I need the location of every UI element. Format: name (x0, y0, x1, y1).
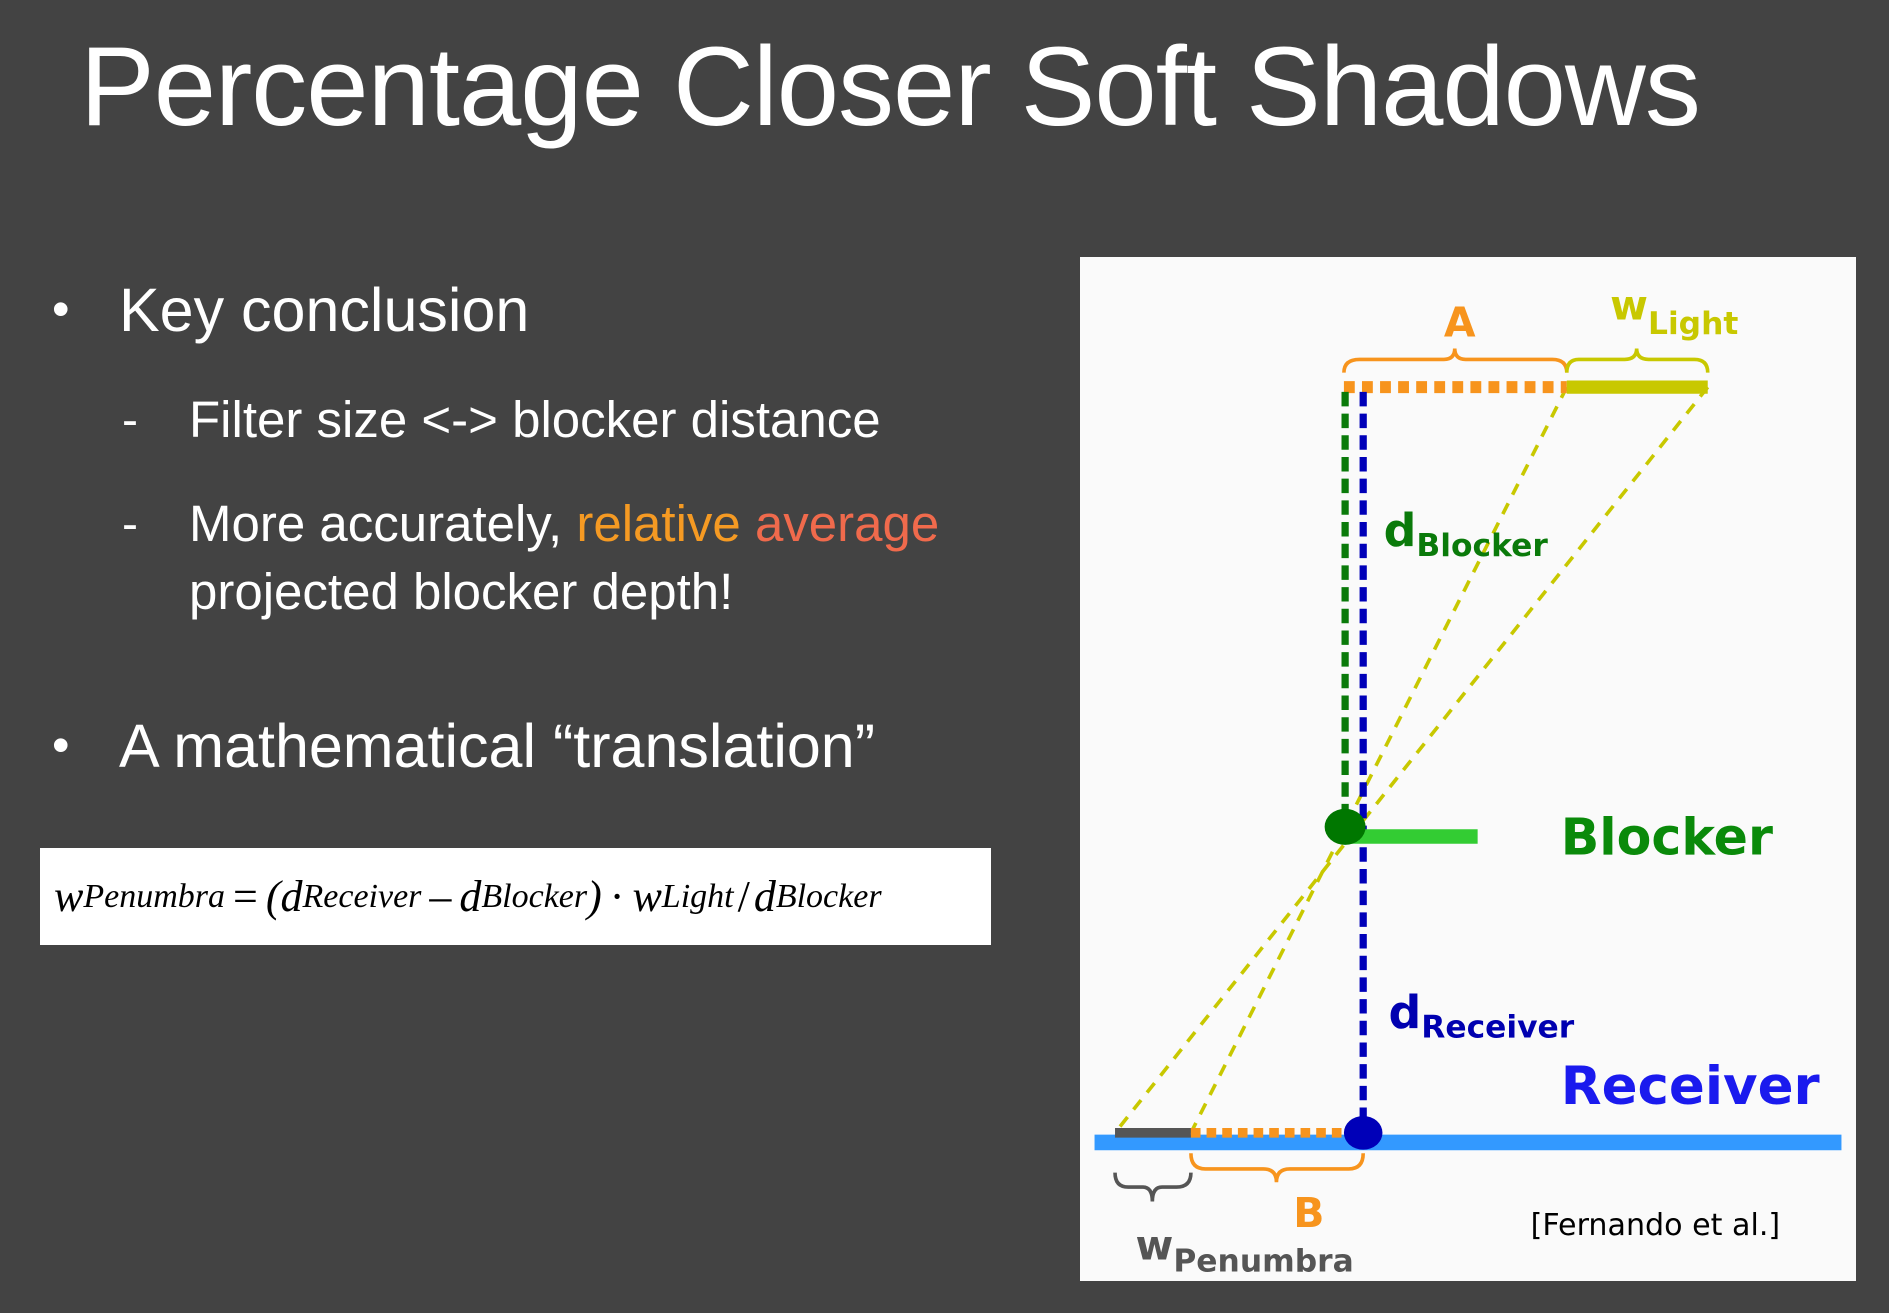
formula-sub: Receiver (302, 877, 422, 915)
citation: [Fernando et al.] (1531, 1208, 1781, 1243)
formula-dot: · (609, 872, 625, 921)
label-b: B (1293, 1189, 1324, 1237)
bullet-translation: A mathematical “translation” (119, 712, 876, 780)
formula-d: (d (265, 872, 303, 921)
formula-d: d (753, 872, 776, 921)
formula-paren: ) (587, 872, 602, 921)
brace-w-light (1564, 348, 1710, 373)
formula-sub: Blocker (481, 877, 588, 915)
label-receiver: Receiver (1561, 1056, 1820, 1117)
formula-sub: Light (661, 877, 734, 915)
bullet-dot: • (52, 281, 70, 337)
diagram-svg: A wLight dBlocker Blocker dReceiver Rece… (1094, 282, 1842, 1279)
formula-minus: – (429, 872, 452, 921)
bullet-dot: • (52, 717, 70, 773)
label-d-receiver: dReceiver (1388, 986, 1574, 1046)
label-d-blocker: dBlocker (1384, 504, 1549, 564)
light-ray-outer (1113, 385, 1710, 1134)
bullet-key-conclusion: Key conclusion (119, 276, 530, 344)
highlight-average: average (754, 495, 940, 552)
highlight-relative: relative (576, 495, 741, 552)
brace-a (1342, 348, 1569, 373)
formula-sub: Penumbra (83, 877, 226, 915)
formula-slash: / (737, 872, 750, 921)
formula-d: d (459, 872, 482, 921)
label-w-light: wLight (1610, 282, 1738, 342)
blocker-point (1324, 808, 1366, 845)
formula-box: w Penumbra = (d Receiver – d Blocker) · w Li… (40, 848, 991, 945)
formula-sub: Blocker (775, 877, 882, 915)
receiver-point (1343, 1115, 1383, 1150)
subitem-line2: projected blocker depth! (189, 563, 734, 620)
dash-marker: - (122, 498, 138, 551)
pcss-diagram: A wLight dBlocker Blocker dReceiver Rece… (1080, 257, 1856, 1281)
subitem-prefix: More accurately, (189, 495, 577, 552)
label-a: A (1444, 299, 1476, 347)
light-ray-inner (1189, 386, 1569, 1134)
formula-w: w (54, 872, 84, 921)
brace-w-penumbra (1113, 1172, 1193, 1202)
label-blocker: Blocker (1561, 808, 1773, 867)
label-w-penumbra: wPenumbra (1136, 1221, 1354, 1279)
subitem-more-accurately: More accurately, relative average projec… (189, 490, 939, 626)
brace-b (1189, 1153, 1365, 1183)
subitem-filter-size: Filter size <-> blocker distance (189, 391, 881, 448)
dash-marker: - (122, 394, 138, 447)
formula-w: w (632, 872, 662, 921)
formula-eq: = (233, 872, 258, 921)
slide-title: Percentage Closer Soft Shadows (80, 24, 1701, 149)
